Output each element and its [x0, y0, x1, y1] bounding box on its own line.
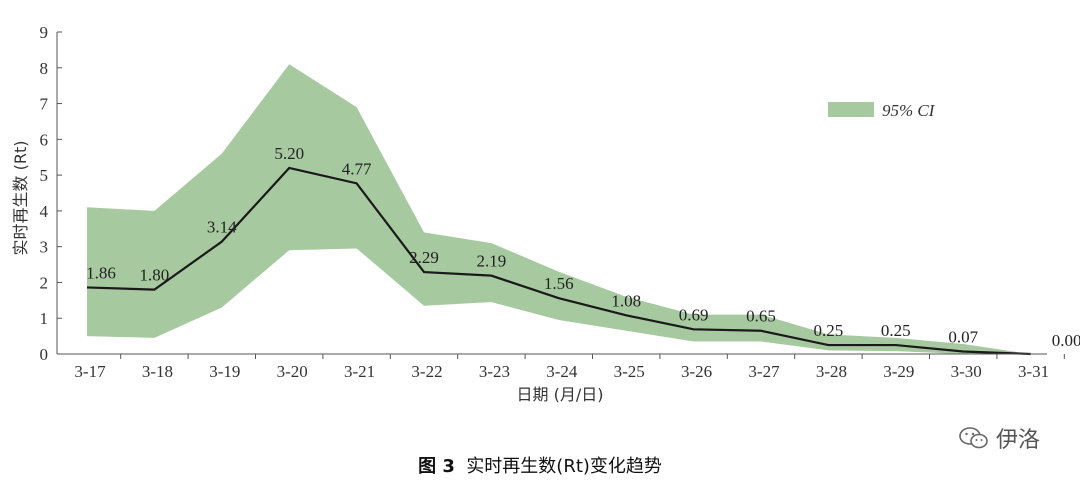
y-tick-label: 6	[40, 130, 49, 149]
y-tick-label: 4	[40, 202, 49, 221]
data-label: 5.20	[274, 144, 304, 163]
x-tick-label: 3-19	[209, 362, 240, 381]
y-tick-label: 5	[40, 166, 49, 185]
x-tick-label: 3-22	[411, 362, 442, 381]
data-label: 0.07	[948, 327, 978, 346]
watermark-text: 伊洛	[996, 428, 1041, 453]
data-label: 4.77	[342, 159, 372, 178]
data-label: 0.65	[746, 307, 776, 326]
data-label: 1.08	[611, 291, 641, 310]
x-tick-label: 3-17	[74, 362, 106, 381]
axes: 0 1 2 3 4 5 6 7 8 9 3-17 3-18 3-19 3-20 3-21 3-22 3-23 3-…	[40, 23, 1065, 381]
y-tick-label: 7	[40, 95, 49, 114]
x-tick-label: 3-31	[1018, 362, 1049, 381]
y-tick-label: 0	[40, 345, 49, 364]
ci-band	[87, 64, 1031, 354]
data-label: 0.00	[1052, 331, 1080, 350]
x-tick-label: 3-28	[816, 362, 847, 381]
x-tick-label: 3-30	[951, 362, 982, 381]
legend-swatch	[828, 102, 874, 117]
data-label: 0.69	[679, 305, 709, 324]
figure-caption: 图 3 实时再生数(Rt)变化趋势	[0, 452, 1080, 478]
y-tick-label: 9	[40, 23, 49, 42]
x-tick-label: 3-20	[277, 362, 308, 381]
data-label: 3.14	[207, 218, 237, 237]
legend: 95% CI	[828, 101, 936, 120]
y-tick-label: 8	[40, 59, 49, 78]
data-label: 1.80	[140, 266, 170, 285]
x-tick-label: 3-27	[748, 362, 780, 381]
watermark: 伊洛	[958, 422, 1040, 454]
x-tick-label: 3-25	[614, 362, 645, 381]
figure-number: 图 3	[418, 456, 455, 477]
data-label: 0.25	[881, 321, 911, 340]
x-tick-label: 3-18	[142, 362, 173, 381]
x-tick-label: 3-23	[479, 362, 510, 381]
plot-area: 1.86 1.80 3.14 5.20 4.77 2.29 2.19 1.56 1.08 0.69…	[86, 64, 1080, 356]
x-tick-label: 3-29	[883, 362, 914, 381]
y-tick-label: 2	[40, 273, 49, 292]
x-tick-label: 3-24	[546, 362, 578, 381]
legend-label: 95% CI	[882, 101, 936, 120]
x-axis-title: 日期 (月/日)	[517, 385, 604, 404]
data-label: 2.29	[409, 248, 439, 267]
data-label: 0.25	[814, 321, 844, 340]
wechat-icon	[959, 427, 988, 449]
data-label: 2.19	[477, 252, 507, 271]
x-tick-label: 3-21	[344, 362, 375, 381]
x-tick-label: 3-26	[681, 362, 712, 381]
y-tick-label: 1	[40, 309, 49, 328]
y-axis-title: 实时再生数 (Rt)	[11, 141, 30, 256]
data-label: 1.56	[544, 274, 574, 293]
y-tick-label: 3	[40, 238, 49, 257]
data-label: 1.86	[86, 263, 116, 282]
figure-title: 实时再生数(Rt)变化趋势	[466, 456, 662, 477]
line-chart: 1.86 1.80 3.14 5.20 4.77 2.29 2.19 1.56 1.08 0.69…	[11, 23, 1080, 404]
